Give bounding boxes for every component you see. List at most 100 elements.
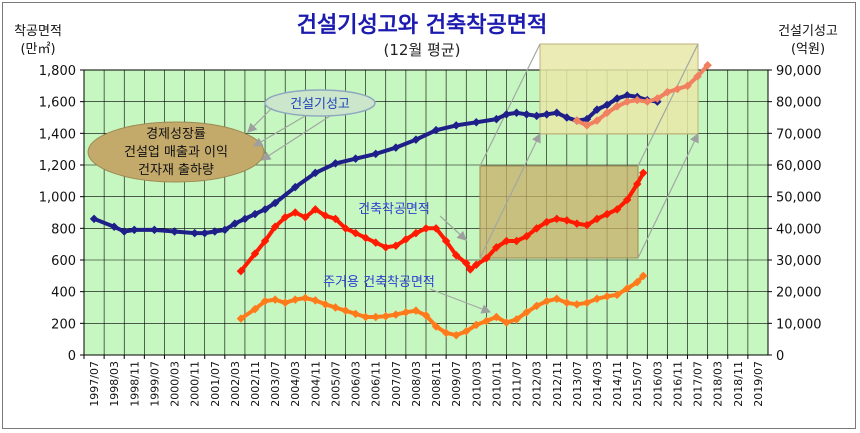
series-point-1 xyxy=(502,236,511,246)
y-right-tick-label: 30,000 xyxy=(776,254,822,269)
y-right-tick-label: 20,000 xyxy=(776,286,822,301)
series-point-2 xyxy=(552,294,562,304)
annotation-arrows xyxy=(247,107,492,314)
x-tick-label: 2008/11 xyxy=(430,361,443,407)
series-point-2 xyxy=(482,316,491,326)
series-point-0 xyxy=(119,227,129,236)
series-point-0 xyxy=(311,168,320,178)
series-point-1 xyxy=(441,236,451,246)
x-tick-label: 2004/11 xyxy=(309,361,322,407)
series-point-2 xyxy=(592,294,602,304)
y-left-tick-label: 600 xyxy=(51,254,76,269)
series-layer xyxy=(89,61,712,340)
series-point-0 xyxy=(351,154,360,163)
series-point-1 xyxy=(482,254,491,263)
series-point-1 xyxy=(401,235,411,244)
series-point-0 xyxy=(150,225,159,235)
series-point-1 xyxy=(391,241,401,250)
series-point-2 xyxy=(532,301,541,311)
series-point-1 xyxy=(290,208,300,217)
series-point-2 xyxy=(371,312,380,322)
series-point-1 xyxy=(236,266,246,276)
x-tick-label: 2012/03 xyxy=(531,361,544,407)
series-point-2 xyxy=(321,300,330,309)
series-point-2 xyxy=(301,293,310,303)
series-point-0 xyxy=(170,227,179,236)
x-tick-label: 2014/11 xyxy=(611,361,624,407)
series-point-0 xyxy=(391,143,401,152)
x-tick-label: 2013/07 xyxy=(571,361,584,407)
series-point-1 xyxy=(270,222,280,231)
x-tick-label: 2002/03 xyxy=(229,361,242,407)
y-left-label-line2: (만㎡) xyxy=(20,42,55,57)
series-point-1 xyxy=(371,238,380,247)
series-point-2 xyxy=(502,318,511,327)
x-tick-label: 2004/03 xyxy=(289,361,302,407)
y-left-label-line1: 착공면적 xyxy=(14,24,62,39)
series-point-0 xyxy=(331,159,340,168)
series-point-1 xyxy=(301,213,310,222)
oval-construction xyxy=(264,89,376,117)
oval-economy-line3: 건자재 출하량 xyxy=(138,163,214,178)
series-point-2 xyxy=(542,296,551,306)
series-point-2 xyxy=(512,315,521,324)
series-point-1 xyxy=(250,249,260,258)
y-left-tick-label: 1,400 xyxy=(39,127,76,142)
series-point-0 xyxy=(371,149,380,159)
series-point-2 xyxy=(331,303,340,312)
y-right-label-line1: 건설기성고 xyxy=(778,24,838,39)
x-tick-label: 2000/03 xyxy=(169,361,182,407)
series-point-0 xyxy=(492,114,501,124)
x-tick-label: 2018/03 xyxy=(712,361,725,407)
y-left-tick-label: 800 xyxy=(51,222,76,237)
series-point-2 xyxy=(562,298,572,307)
series-point-2 xyxy=(361,312,370,322)
series-point-1 xyxy=(492,243,501,252)
x-tick-label: 2006/03 xyxy=(350,361,363,407)
series-point-2 xyxy=(270,295,280,304)
x-tick-label: 2018/11 xyxy=(732,361,745,407)
y-right-tick-label: 80,000 xyxy=(776,96,822,111)
series-point-2 xyxy=(472,320,481,330)
x-tick-label: 2015/07 xyxy=(631,361,644,407)
series-point-0 xyxy=(250,209,260,219)
series-point-2 xyxy=(351,309,360,319)
series-point-2 xyxy=(622,284,632,293)
x-tick-label: 2012/11 xyxy=(551,361,564,407)
series-point-1 xyxy=(461,258,471,268)
series-point-2 xyxy=(311,296,320,305)
series-point-2 xyxy=(280,298,290,307)
series-point-1 xyxy=(361,233,370,243)
y-left-tick-label: 1,000 xyxy=(39,191,76,206)
series-point-2 xyxy=(411,306,421,315)
chart-title: 건설기성고와 건축착공면적 xyxy=(297,13,548,38)
x-tick-label: 2010/03 xyxy=(470,361,483,407)
series-point-0 xyxy=(89,214,99,224)
x-tick-label: 2009/07 xyxy=(450,361,463,407)
series-point-2 xyxy=(441,328,451,338)
y-left-tick-label: 1,200 xyxy=(39,159,76,174)
zoom-connectors xyxy=(479,43,699,259)
y-right-tick-label: 70,000 xyxy=(776,127,822,142)
series-point-0 xyxy=(411,135,421,144)
series-point-2 xyxy=(582,298,592,307)
y-right-tick-label: 0 xyxy=(776,349,784,364)
series-point-2 xyxy=(401,308,411,317)
series-point-1 xyxy=(311,205,320,214)
series-point-0 xyxy=(109,222,119,231)
x-tick-label: 1998/11 xyxy=(128,361,141,407)
x-tick-label: 2006/11 xyxy=(370,361,383,407)
x-tick-label: 2014/03 xyxy=(591,361,604,407)
y-right-label-line2: (억원) xyxy=(791,42,825,57)
series-point-2 xyxy=(451,330,461,340)
series-point-0 xyxy=(130,225,139,235)
x-tick-label: 2017/07 xyxy=(692,361,705,407)
series-point-2 xyxy=(639,271,648,281)
series-point-2 xyxy=(290,295,300,304)
series-point-1 xyxy=(472,260,481,269)
series-point-2 xyxy=(341,306,350,315)
series-point-1 xyxy=(451,251,461,260)
y-right-tick-label: 10,000 xyxy=(776,317,822,332)
x-tick-label: 2010/11 xyxy=(490,361,503,407)
